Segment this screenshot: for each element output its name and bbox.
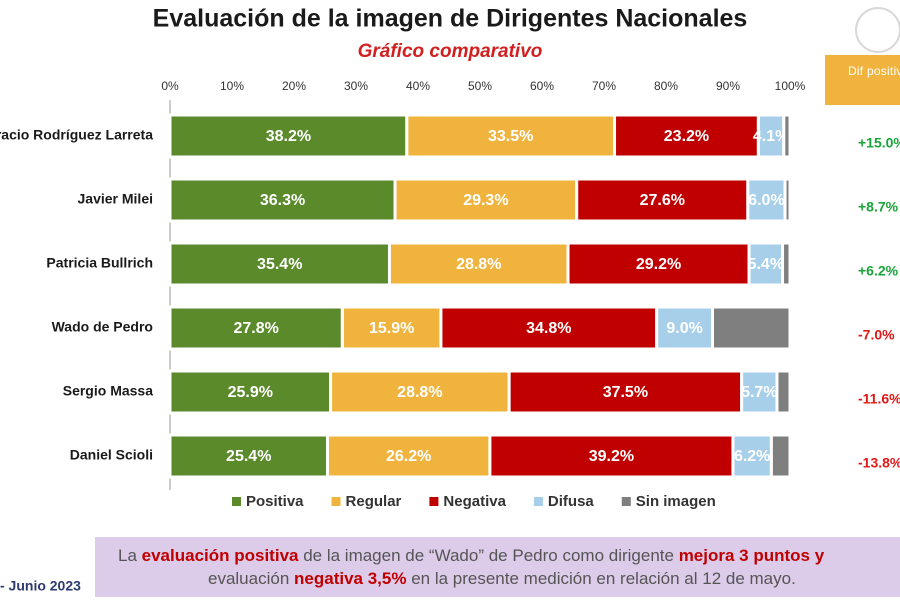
x-tick-label: 50%: [468, 79, 492, 93]
bar-segment: [168, 177, 397, 223]
difference-label: +15.0%: [858, 135, 900, 151]
bar-segment: [575, 177, 750, 223]
value-label: 6.2%: [734, 448, 770, 465]
bar-segment: [740, 369, 779, 415]
bar-segment: [168, 433, 329, 479]
value-label: 25.9%: [228, 384, 273, 401]
bar-segment: [168, 113, 409, 159]
value-label: 28.8%: [397, 384, 442, 401]
note-box: [95, 537, 900, 597]
bar-segment: [439, 305, 659, 351]
legend-swatch: [232, 497, 241, 506]
bar-segment: [387, 241, 570, 287]
bar-segment: [613, 113, 760, 159]
category-label: Javier Milei: [78, 191, 154, 207]
value-label: 39.2%: [589, 448, 634, 465]
legend-label: Regular: [346, 493, 402, 510]
legend-swatch: [331, 497, 341, 506]
value-label: 27.6%: [640, 192, 685, 209]
value-label: 34.8%: [526, 320, 571, 337]
value-label: 29.3%: [463, 192, 508, 209]
value-label: 26.2%: [386, 448, 431, 465]
difference-label: +8.7%: [858, 199, 899, 215]
value-label: 5.4%: [748, 256, 784, 273]
note-segment: La: [118, 546, 142, 565]
bar-segment: [781, 241, 792, 287]
difference-header-box: [825, 55, 900, 105]
value-label: 28.8%: [456, 256, 501, 273]
bar-segment: [507, 369, 744, 415]
legend-swatch: [533, 497, 543, 506]
footer-date: - Junio 2023: [0, 578, 81, 594]
value-label: 33.5%: [488, 128, 533, 145]
value-label: 27.8%: [233, 320, 278, 337]
note-segment: de la imagen de “Wado” de Pedro como dir…: [298, 546, 678, 565]
value-label: 35.4%: [257, 256, 302, 273]
chart-title: Evaluación de la imagen de Dirigentes Na…: [153, 5, 748, 33]
bar-segment: [566, 241, 751, 287]
bar-segment: [168, 369, 333, 415]
note-segment: en la presente medición en relación al 1…: [406, 569, 795, 588]
value-label: 5.7%: [741, 384, 777, 401]
difference-header: Dif positiva - negativa: [848, 64, 900, 78]
note-segment: evaluación: [208, 569, 294, 588]
legend-label: Sin imagen: [636, 493, 716, 510]
legend-swatch: [621, 497, 631, 506]
x-tick-label: 30%: [344, 79, 368, 93]
bar-segment: [655, 305, 715, 351]
logo: [855, 7, 900, 53]
x-tick-label: 80%: [654, 79, 678, 93]
value-label: 15.9%: [369, 320, 414, 337]
bar-segment: [769, 433, 792, 479]
x-tick-label: 100%: [775, 79, 806, 93]
legend-label: Difusa: [548, 493, 595, 510]
bar-segment: [783, 177, 792, 223]
chart-subtitle: Gráfico comparativo: [358, 41, 543, 62]
difference-label: +6.2%: [858, 263, 899, 279]
bar-segment: [329, 369, 511, 415]
bar-segment: [747, 241, 785, 287]
note-text: evaluación negativa 3,5% en la presente …: [208, 569, 796, 588]
category-label: Daniel Scioli: [70, 447, 153, 463]
bar-segment: [775, 369, 792, 415]
category-label: Horacio Rodríguez Larreta: [0, 127, 153, 143]
note-text: La evaluación positiva de la imagen de “…: [118, 546, 825, 565]
bar-segment: [168, 241, 391, 287]
x-tick-label: 20%: [282, 79, 306, 93]
value-label: 23.2%: [664, 128, 709, 145]
legend-label: Positiva: [246, 493, 304, 510]
difference-label: -7.0%: [858, 327, 895, 343]
x-tick-label: 40%: [406, 79, 430, 93]
x-tick-label: 60%: [530, 79, 554, 93]
value-label: 4.1%: [753, 128, 789, 145]
value-label: 36.3%: [260, 192, 305, 209]
category-label: Patricia Bullrich: [46, 255, 153, 271]
category-label: Sergio Massa: [63, 383, 153, 399]
legend-swatch: [429, 497, 439, 506]
difference-label: -13.8%: [858, 455, 900, 471]
x-tick-label: 90%: [716, 79, 740, 93]
value-label: 9.0%: [666, 320, 702, 337]
category-label: Wado de Pedro: [52, 319, 153, 335]
x-tick-label: 10%: [220, 79, 244, 93]
note-emphasis: mejora 3 puntos y: [679, 546, 825, 565]
value-label: 6.0%: [748, 192, 784, 209]
bar-segment: [746, 177, 787, 223]
bar-segment: [782, 113, 792, 159]
value-label: 25.4%: [226, 448, 271, 465]
x-tick-label: 70%: [592, 79, 616, 93]
difference-label: -11.6%: [858, 391, 900, 407]
value-label: 29.2%: [636, 256, 681, 273]
x-tick-label: 0%: [161, 79, 179, 93]
value-label: 37.5%: [603, 384, 648, 401]
value-label: 38.2%: [266, 128, 311, 145]
bar-segment: [711, 305, 792, 351]
bar-segment: [405, 113, 617, 159]
legend-label: Negativa: [443, 493, 506, 510]
bar-segment: [393, 177, 579, 223]
note-emphasis: evaluación positiva: [142, 546, 299, 565]
note-emphasis: negativa 3,5%: [294, 569, 406, 588]
